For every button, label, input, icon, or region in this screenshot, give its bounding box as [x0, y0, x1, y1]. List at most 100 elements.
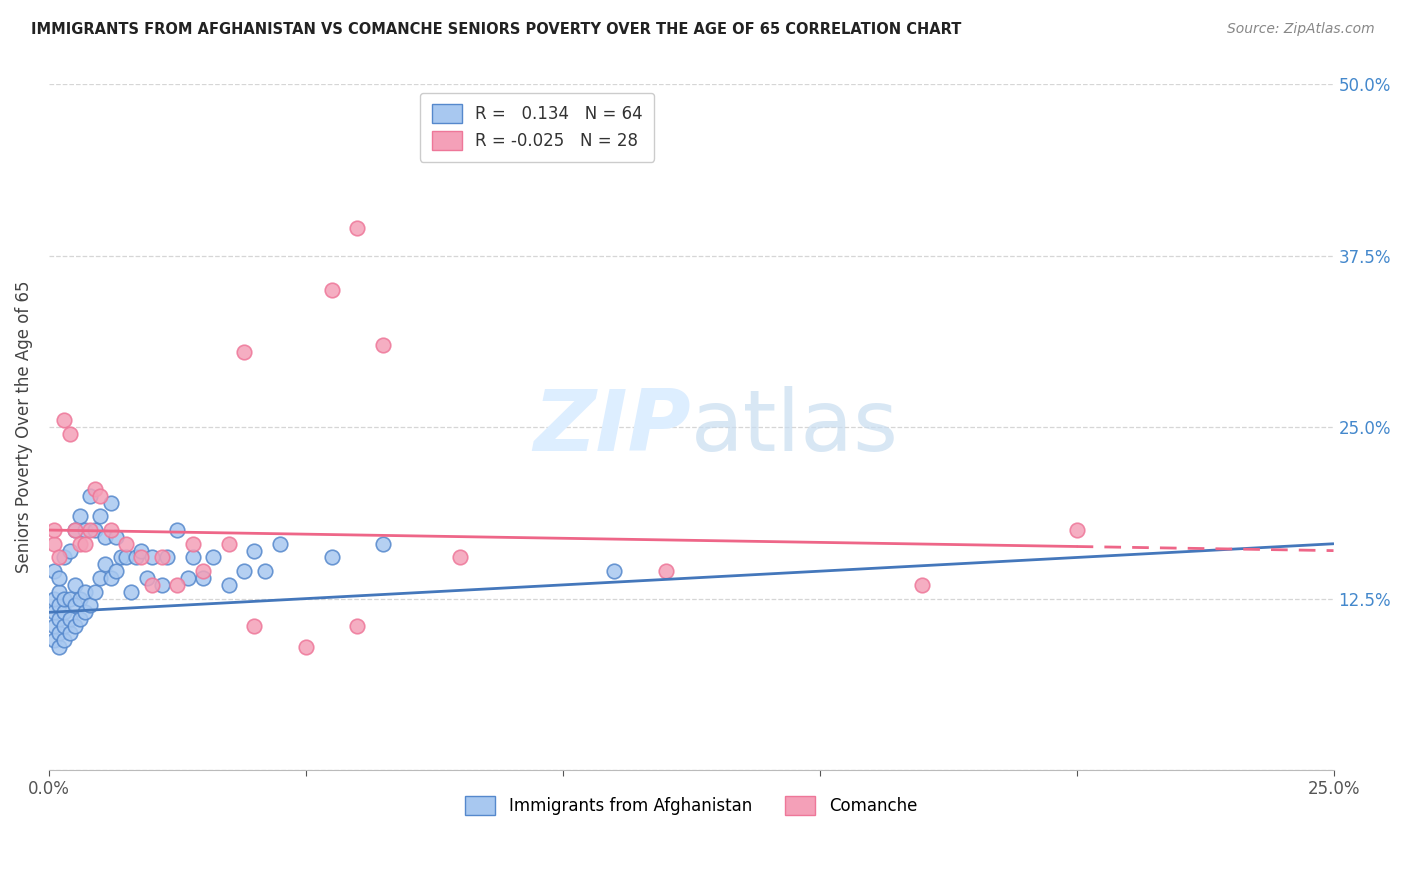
- Point: [115, 537, 138, 551]
- Point: [69, 591, 91, 606]
- Point: [104, 564, 127, 578]
- Point: [48, 626, 70, 640]
- Point: [141, 550, 163, 565]
- Point: [295, 640, 318, 654]
- Point: [233, 564, 256, 578]
- Point: [84, 584, 107, 599]
- Point: [177, 571, 200, 585]
- Point: [218, 578, 240, 592]
- Point: [371, 537, 394, 551]
- Point: [371, 338, 394, 352]
- Text: ZIP: ZIP: [534, 385, 692, 468]
- Point: [58, 591, 80, 606]
- Point: [202, 550, 225, 565]
- Point: [58, 427, 80, 442]
- Point: [654, 564, 676, 578]
- Point: [53, 550, 76, 565]
- Point: [150, 550, 173, 565]
- Point: [321, 283, 343, 297]
- Point: [104, 530, 127, 544]
- Text: atlas: atlas: [692, 385, 900, 468]
- Point: [53, 413, 76, 427]
- Point: [191, 571, 214, 585]
- Point: [89, 509, 111, 524]
- Point: [73, 537, 96, 551]
- Point: [73, 605, 96, 619]
- Point: [48, 550, 70, 565]
- Point: [191, 564, 214, 578]
- Point: [181, 550, 204, 565]
- Point: [135, 571, 157, 585]
- Point: [110, 550, 132, 565]
- Point: [79, 599, 101, 613]
- Point: [53, 619, 76, 633]
- Point: [69, 537, 91, 551]
- Point: [53, 632, 76, 647]
- Point: [346, 221, 368, 235]
- Point: [131, 550, 153, 565]
- Point: [58, 626, 80, 640]
- Point: [42, 619, 65, 633]
- Point: [269, 537, 291, 551]
- Point: [346, 619, 368, 633]
- Point: [243, 619, 266, 633]
- Point: [69, 612, 91, 626]
- Point: [58, 543, 80, 558]
- Point: [48, 612, 70, 626]
- Point: [1066, 523, 1088, 537]
- Point: [84, 482, 107, 496]
- Point: [69, 509, 91, 524]
- Point: [79, 523, 101, 537]
- Point: [94, 530, 117, 544]
- Point: [100, 495, 122, 509]
- Point: [48, 584, 70, 599]
- Point: [94, 558, 117, 572]
- Point: [131, 543, 153, 558]
- Point: [42, 523, 65, 537]
- Point: [63, 578, 86, 592]
- Point: [156, 550, 179, 565]
- Point: [63, 599, 86, 613]
- Point: [73, 584, 96, 599]
- Point: [120, 584, 142, 599]
- Point: [42, 537, 65, 551]
- Point: [115, 550, 138, 565]
- Point: [166, 523, 188, 537]
- Point: [42, 591, 65, 606]
- Point: [73, 523, 96, 537]
- Point: [150, 578, 173, 592]
- Point: [63, 523, 86, 537]
- Point: [253, 564, 276, 578]
- Point: [141, 578, 163, 592]
- Point: [100, 571, 122, 585]
- Point: [243, 543, 266, 558]
- Point: [63, 523, 86, 537]
- Point: [233, 344, 256, 359]
- Point: [84, 523, 107, 537]
- Point: [449, 550, 471, 565]
- Point: [321, 550, 343, 565]
- Point: [603, 564, 626, 578]
- Point: [218, 537, 240, 551]
- Legend: Immigrants from Afghanistan, Comanche: Immigrants from Afghanistan, Comanche: [457, 788, 925, 823]
- Point: [63, 619, 86, 633]
- Point: [79, 489, 101, 503]
- Text: Source: ZipAtlas.com: Source: ZipAtlas.com: [1227, 22, 1375, 37]
- Point: [89, 571, 111, 585]
- Point: [125, 550, 148, 565]
- Point: [42, 632, 65, 647]
- Point: [100, 523, 122, 537]
- Y-axis label: Seniors Poverty Over the Age of 65: Seniors Poverty Over the Age of 65: [15, 281, 32, 574]
- Text: IMMIGRANTS FROM AFGHANISTAN VS COMANCHE SENIORS POVERTY OVER THE AGE OF 65 CORRE: IMMIGRANTS FROM AFGHANISTAN VS COMANCHE …: [31, 22, 962, 37]
- Point: [42, 564, 65, 578]
- Point: [48, 599, 70, 613]
- Point: [48, 571, 70, 585]
- Point: [89, 489, 111, 503]
- Point: [58, 612, 80, 626]
- Point: [53, 605, 76, 619]
- Point: [42, 605, 65, 619]
- Point: [48, 640, 70, 654]
- Point: [166, 578, 188, 592]
- Point: [181, 537, 204, 551]
- Point: [53, 591, 76, 606]
